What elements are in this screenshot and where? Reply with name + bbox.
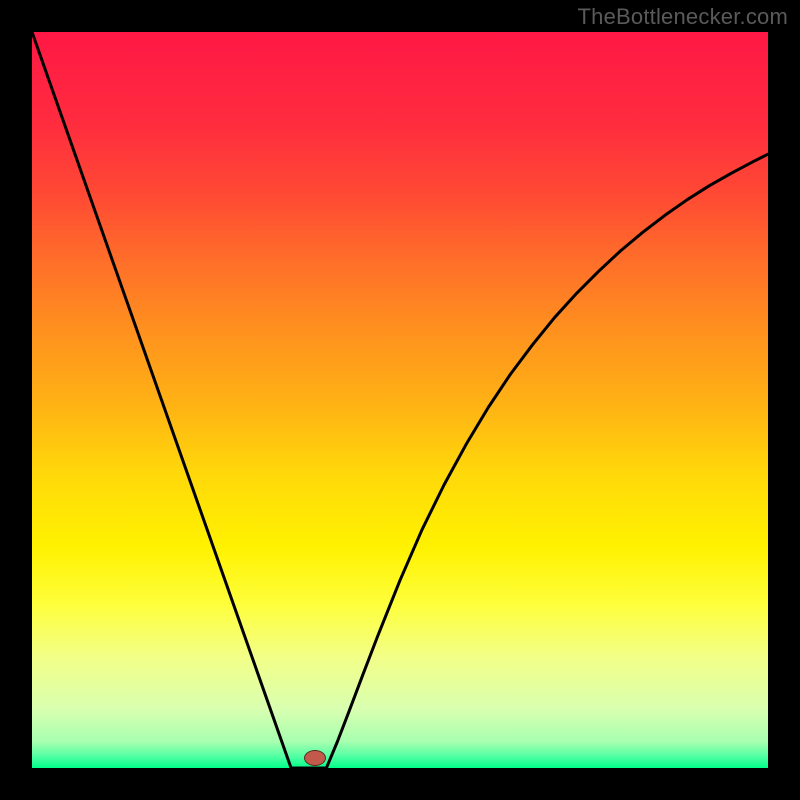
chart-container: TheBottlenecker.com xyxy=(0,0,800,800)
bottleneck-curve xyxy=(32,32,768,768)
optimum-marker xyxy=(304,750,326,766)
watermark-text: TheBottlenecker.com xyxy=(578,4,788,30)
frame-border-left xyxy=(0,0,32,800)
frame-border-bottom xyxy=(0,768,800,800)
curve-plot xyxy=(32,32,768,768)
plot-area xyxy=(32,32,768,768)
frame-border-right xyxy=(768,0,800,800)
